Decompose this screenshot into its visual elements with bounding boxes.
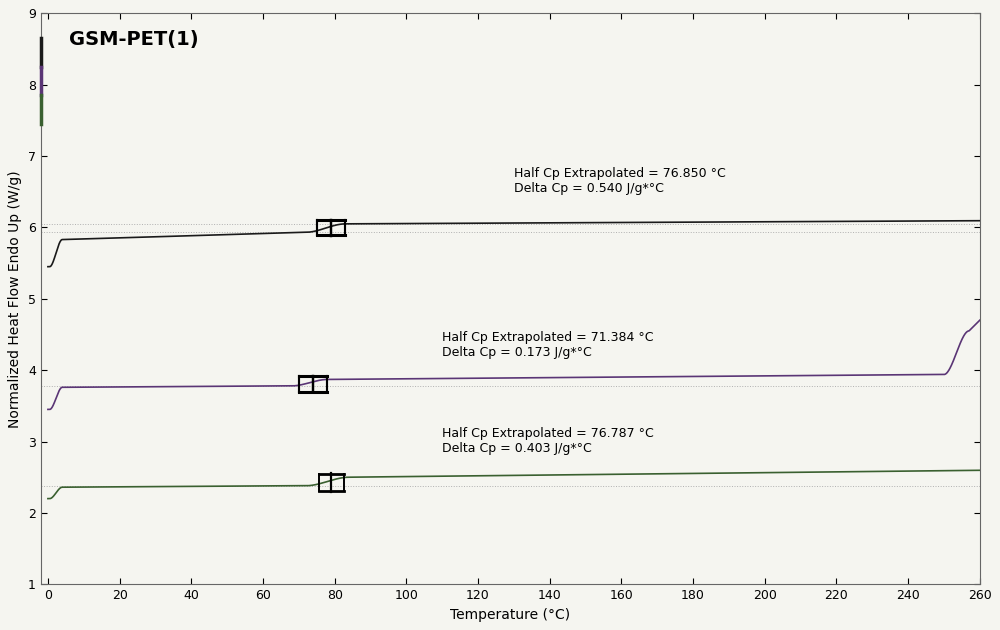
X-axis label: Temperature (°C): Temperature (°C) bbox=[450, 608, 570, 622]
Text: GSM-PET(1): GSM-PET(1) bbox=[69, 30, 199, 50]
Text: Half Cp Extrapolated = 71.384 °C
Delta Cp = 0.173 J/g*°C: Half Cp Extrapolated = 71.384 °C Delta C… bbox=[442, 331, 654, 359]
Text: Half Cp Extrapolated = 76.787 °C
Delta Cp = 0.403 J/g*°C: Half Cp Extrapolated = 76.787 °C Delta C… bbox=[442, 427, 654, 455]
Y-axis label: Normalized Heat Flow Endo Up (W/g): Normalized Heat Flow Endo Up (W/g) bbox=[8, 170, 22, 428]
Text: Half Cp Extrapolated = 76.850 °C
Delta Cp = 0.540 J/g*°C: Half Cp Extrapolated = 76.850 °C Delta C… bbox=[514, 167, 726, 195]
